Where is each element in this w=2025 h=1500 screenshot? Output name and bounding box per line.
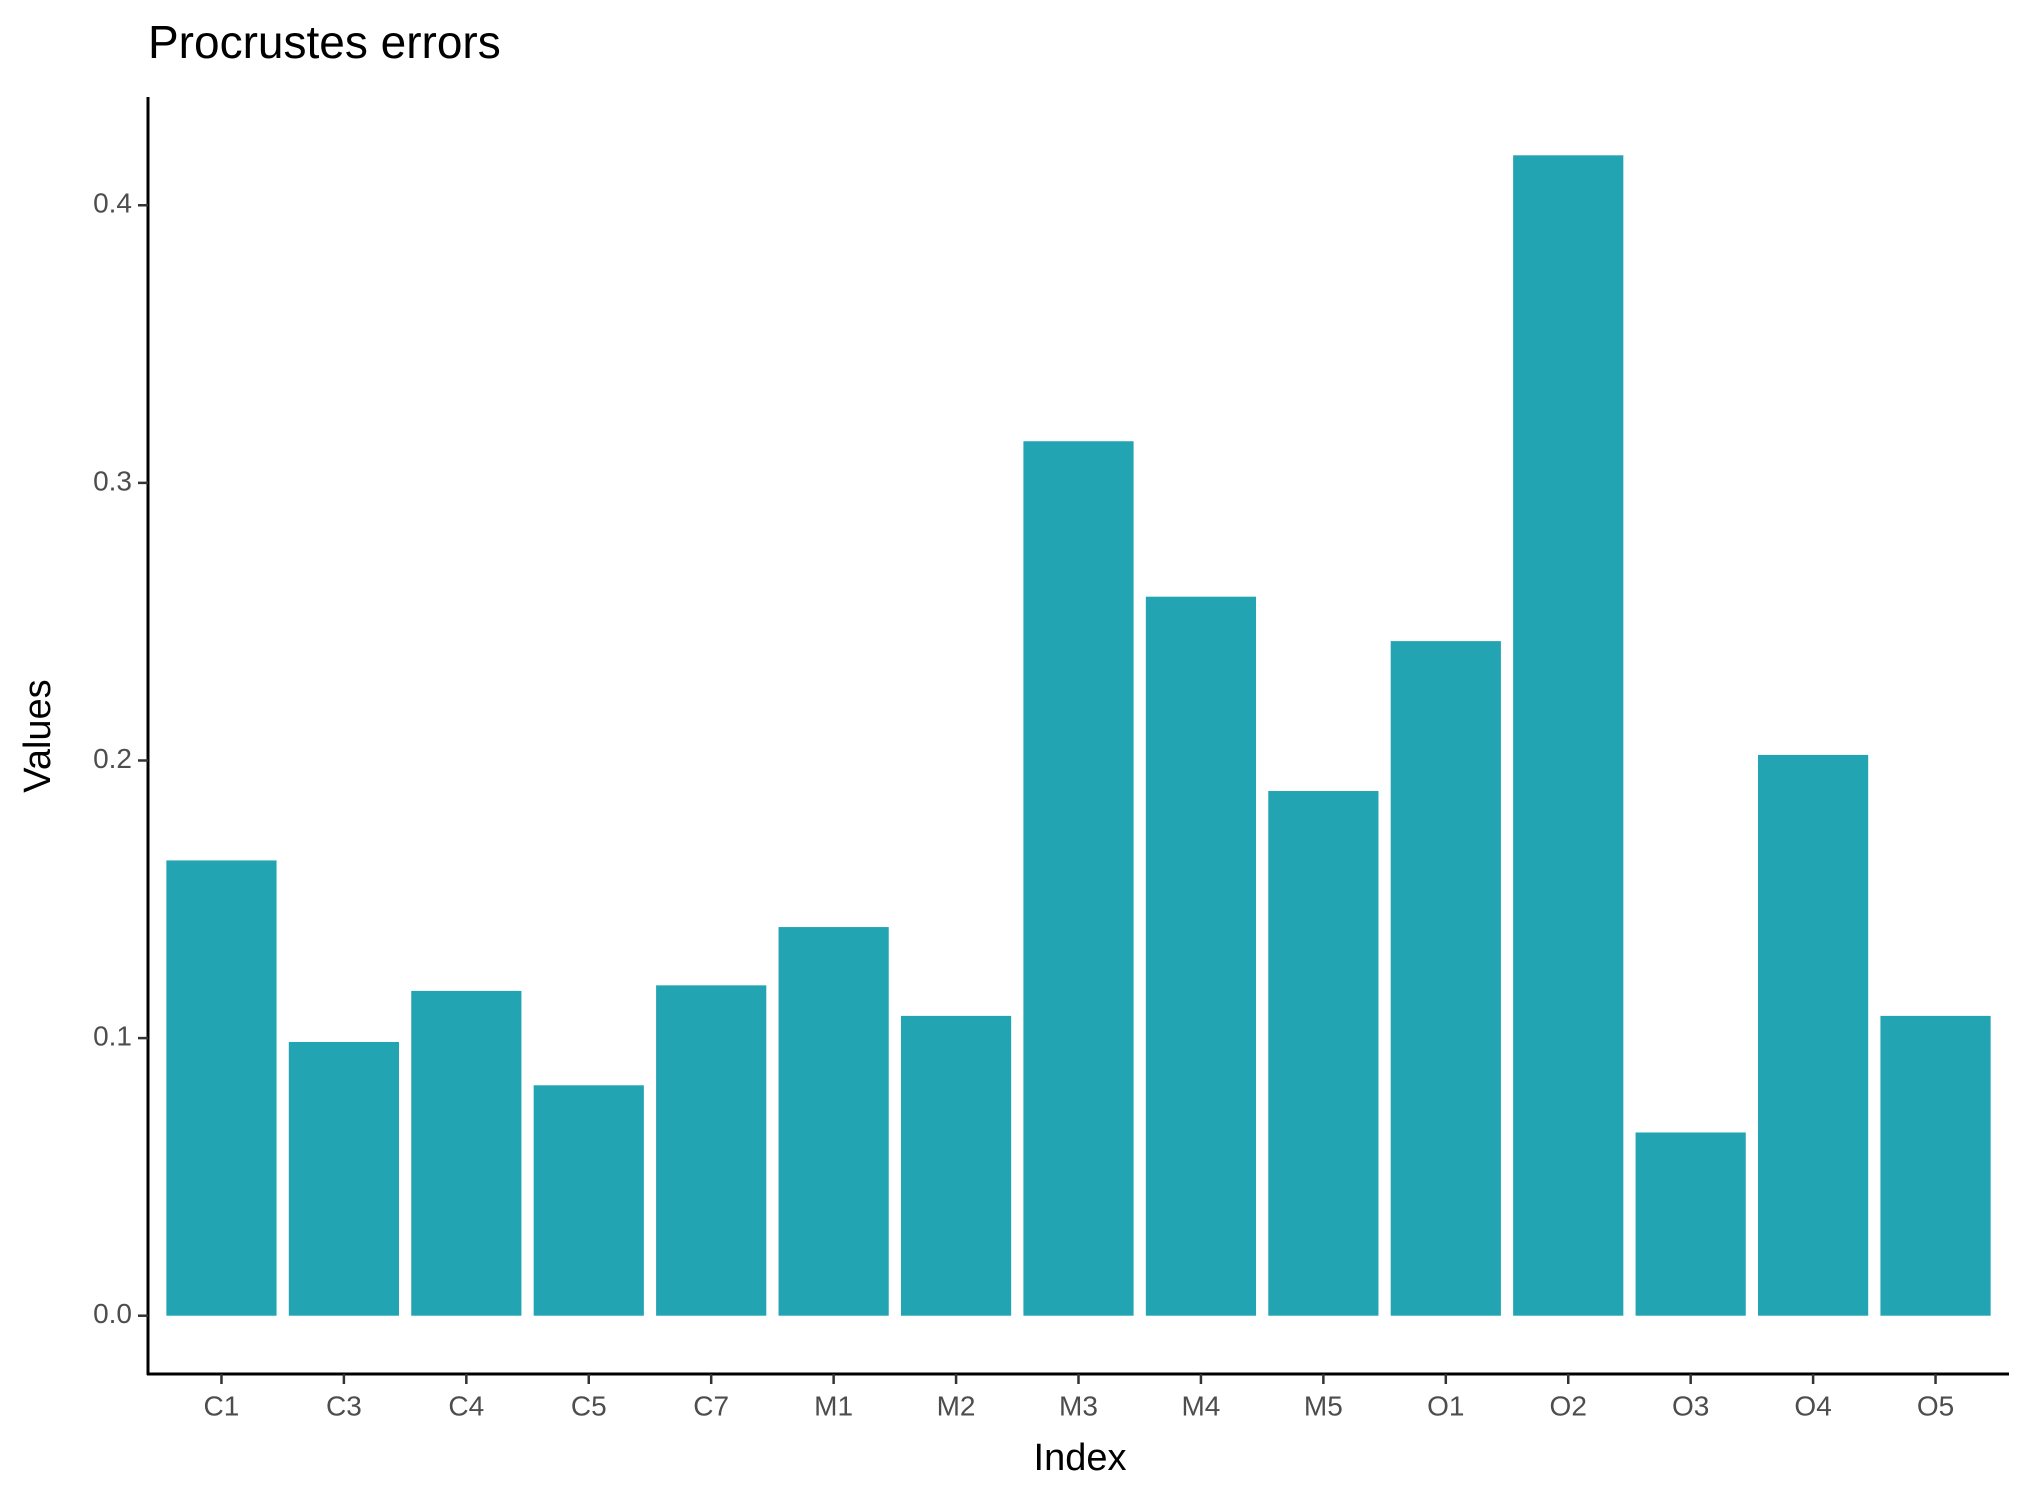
x-tick-label: O3 [1672, 1390, 1709, 1421]
x-tick-label: M1 [814, 1390, 853, 1421]
x-tick-label: C3 [326, 1390, 362, 1421]
bar [1758, 754, 1869, 1316]
bar [533, 1085, 644, 1316]
plot-area [166, 155, 1991, 1316]
bar [1635, 1132, 1746, 1316]
y-tick-label: 0.0 [93, 1298, 132, 1329]
bar [656, 985, 767, 1316]
x-tick-label: C4 [448, 1390, 484, 1421]
y-tick-label: 0.4 [93, 188, 132, 219]
bar [166, 860, 277, 1316]
x-tick-label: O1 [1427, 1390, 1464, 1421]
chart-title: Procrustes errors [148, 16, 501, 68]
bar [288, 1041, 399, 1316]
bar [1023, 441, 1134, 1316]
x-tick-label: O5 [1917, 1390, 1954, 1421]
x-tick-label: C7 [693, 1390, 729, 1421]
x-tick-label: M2 [937, 1390, 976, 1421]
x-tick-label: C1 [204, 1390, 240, 1421]
bar [778, 927, 889, 1316]
x-tick-label: M4 [1181, 1390, 1220, 1421]
x-tick-label: C5 [571, 1390, 607, 1421]
bar [1390, 641, 1501, 1316]
y-tick-label: 0.3 [93, 465, 132, 496]
bar [1268, 791, 1379, 1316]
x-tick-label: M3 [1059, 1390, 1098, 1421]
bar [1513, 155, 1624, 1316]
bar [1880, 1015, 1991, 1316]
x-axis-label: Index [1034, 1437, 1127, 1479]
y-axis-label: Values [17, 679, 59, 792]
bar [411, 990, 522, 1316]
y-tick-label: 0.1 [93, 1020, 132, 1051]
y-tick-label: 0.2 [93, 743, 132, 774]
x-tick-label: M5 [1304, 1390, 1343, 1421]
bar [1145, 596, 1257, 1316]
x-tick-label: O2 [1550, 1390, 1587, 1421]
x-tick-label: O4 [1794, 1390, 1831, 1421]
bar [900, 1015, 1012, 1316]
